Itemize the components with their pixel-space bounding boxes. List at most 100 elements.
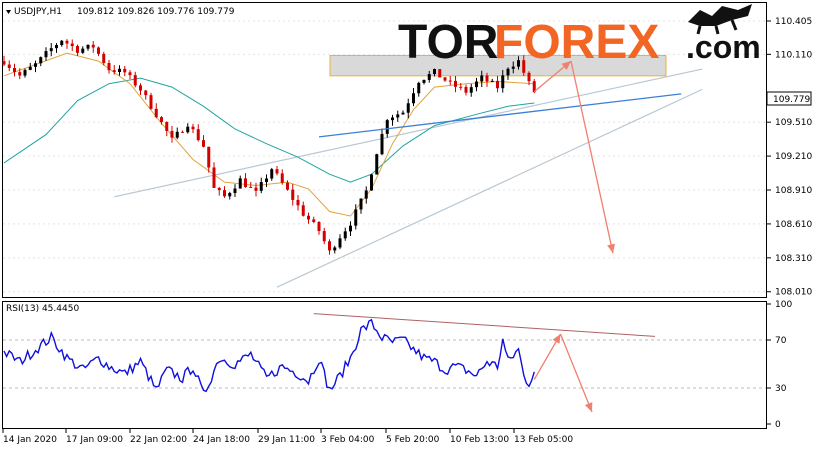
candle-body xyxy=(139,85,142,91)
candle-body xyxy=(228,193,232,197)
candle-body xyxy=(55,45,58,49)
candle-body xyxy=(102,53,106,63)
rsi-forecast-arrows xyxy=(533,333,593,413)
candle-body xyxy=(401,112,405,115)
candle-body xyxy=(13,67,16,73)
candle-body xyxy=(170,130,174,138)
candle-body xyxy=(412,93,415,104)
candle-body xyxy=(448,80,452,82)
candle-body xyxy=(244,178,247,187)
candle-body xyxy=(380,133,384,155)
candle-body xyxy=(70,43,74,47)
candle-body xyxy=(438,69,442,78)
candle-body xyxy=(44,51,48,58)
time-tick-label: 10 Feb 13:00 xyxy=(450,435,509,445)
candle-body xyxy=(485,75,489,82)
candle-body xyxy=(532,81,536,93)
price-forecast-arrowhead xyxy=(607,243,615,254)
candle-body xyxy=(480,75,484,82)
rsi-resistance-line xyxy=(313,313,656,337)
candle-body xyxy=(249,186,253,188)
candle-body xyxy=(364,190,368,199)
candle-body xyxy=(112,70,116,72)
candle-body xyxy=(207,146,211,168)
candle-body xyxy=(501,75,505,89)
candle-body xyxy=(433,69,436,75)
symbol-label: USDJPY,H1 xyxy=(14,7,62,17)
candle-body xyxy=(296,199,300,206)
rsi-tick-label: 100 xyxy=(775,300,792,310)
candle-body xyxy=(165,122,169,131)
rsi-axis: 100 70 30 0 xyxy=(767,300,792,430)
candle-body xyxy=(233,188,237,194)
time-tick-label: 13 Feb 05:00 xyxy=(514,435,573,445)
candle-body xyxy=(238,178,242,189)
candle-body xyxy=(60,40,64,46)
candle-body xyxy=(76,46,79,53)
candle-body xyxy=(65,40,69,44)
candle-body xyxy=(280,173,284,183)
main-price-grid xyxy=(3,20,766,293)
candle-body xyxy=(175,131,179,138)
candle-body xyxy=(522,60,526,73)
candle-body xyxy=(254,187,258,191)
price-channel xyxy=(114,68,703,288)
candle-body xyxy=(396,114,400,118)
time-tick-label: 5 Feb 20:00 xyxy=(386,435,440,445)
candle-body xyxy=(7,64,11,68)
candle-body xyxy=(391,117,394,121)
candle-body xyxy=(443,77,447,81)
blue-trendline xyxy=(318,93,682,138)
candle-body xyxy=(39,57,43,64)
current-price-tag: 109.779 xyxy=(766,91,812,106)
rsi-line xyxy=(3,318,535,393)
price-forecast-arrows xyxy=(533,60,615,254)
ohlc-values: 109.812 109.826 109.776 109.779 xyxy=(77,7,235,17)
channel-upper-line xyxy=(114,68,703,198)
candle-body xyxy=(312,219,316,223)
price-tick-label: 108.010 xyxy=(775,288,812,298)
rsi-forecast-segment xyxy=(559,333,593,413)
candle-body xyxy=(527,72,531,82)
candle-body xyxy=(212,167,216,188)
candle-body xyxy=(223,190,226,197)
candle-body xyxy=(328,241,331,251)
candle-body xyxy=(349,225,352,232)
bull-bear-icon xyxy=(688,4,752,35)
candle-body xyxy=(375,154,379,175)
support-trendline xyxy=(318,93,682,138)
time-tick-label: 29 Jan 11:00 xyxy=(258,435,315,445)
rsi-trendline xyxy=(313,313,656,337)
time-tick-label: 24 Jan 18:00 xyxy=(193,435,250,445)
candle-body xyxy=(464,86,468,93)
rsi-forecast-arrowhead xyxy=(584,402,593,412)
candle-body xyxy=(406,103,410,113)
candle-body xyxy=(81,48,85,53)
rsi-forecast-arrowhead xyxy=(552,334,561,344)
candle-body xyxy=(128,72,132,76)
candle-body xyxy=(28,66,32,70)
candle-body xyxy=(359,198,363,210)
logo-text-tor: TOR xyxy=(398,16,498,69)
candle-body xyxy=(475,81,478,88)
resistance-zone-rect xyxy=(329,54,667,77)
candle-body xyxy=(427,74,431,80)
candle-body xyxy=(265,178,268,183)
current-price-label: 109.779 xyxy=(773,95,810,105)
time-axis: 14 Jan 2020 17 Jan 09:00 22 Jan 02:00 24 Ja… xyxy=(2,429,573,445)
candle-body xyxy=(469,87,473,93)
price-tick-label: 109.210 xyxy=(775,152,812,162)
candle-body xyxy=(91,44,95,48)
time-tick-label: 3 Feb 04:00 xyxy=(321,435,375,445)
candle-body xyxy=(49,48,53,52)
candlestick-series xyxy=(2,39,536,255)
price-forecast-arrowhead xyxy=(561,61,571,70)
ma-slow-line xyxy=(3,77,535,183)
chart-header: USDJPY,H1 109.812 109.826 109.776 109.77… xyxy=(6,7,235,17)
candle-body xyxy=(23,69,27,76)
rsi-title: RSI(13) 45.4450 xyxy=(6,304,79,314)
candle-body xyxy=(270,169,274,179)
candle-body xyxy=(86,44,90,49)
candle-body xyxy=(338,238,342,248)
candle-body xyxy=(107,62,111,71)
